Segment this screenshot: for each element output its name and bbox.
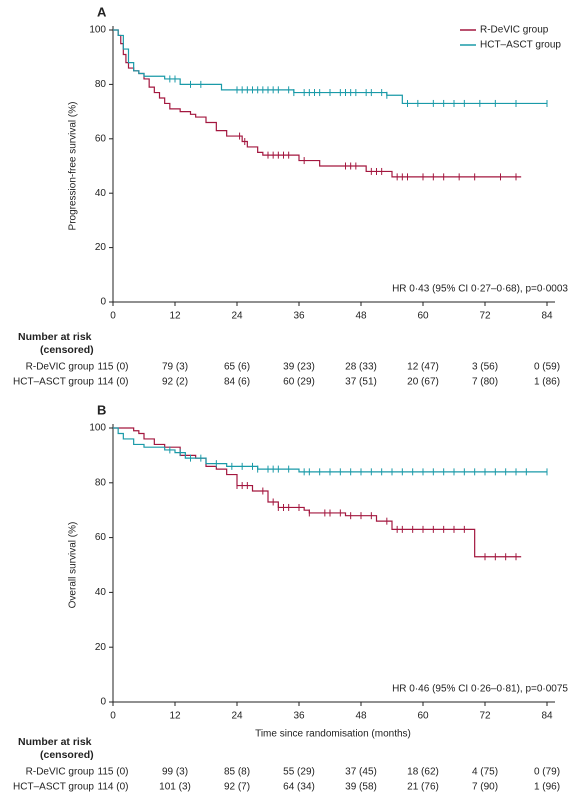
x-tick-label: 48 xyxy=(355,711,367,722)
risk-value: 20 (67) xyxy=(407,377,439,388)
y-axis-label: Progression-free survival (%) xyxy=(68,102,79,231)
annotation: HR 0·46 (95% CI 0·26–0·81), p=0·0075 xyxy=(392,684,568,695)
risk-table-title: (censored) xyxy=(40,344,94,356)
x-tick-label: 72 xyxy=(479,711,491,722)
x-tick-label: 72 xyxy=(479,311,491,322)
x-tick-label: 24 xyxy=(231,311,243,322)
risk-value: 18 (62) xyxy=(407,767,439,778)
y-tick-label: 0 xyxy=(100,697,106,708)
y-tick-label: 40 xyxy=(95,188,107,199)
risk-value: 115 (0) xyxy=(98,767,129,778)
x-tick-label: 12 xyxy=(169,711,181,722)
y-tick-label: 40 xyxy=(95,587,107,598)
risk-row-label: R-DeVIC group xyxy=(26,362,95,373)
y-tick-label: 0 xyxy=(100,297,106,308)
y-tick-label: 100 xyxy=(89,25,106,36)
risk-value: 37 (51) xyxy=(345,377,377,388)
y-tick-label: 80 xyxy=(95,79,107,90)
y-tick-label: 80 xyxy=(95,477,107,488)
risk-row-label: R-DeVIC group xyxy=(26,767,95,778)
x-tick-label: 84 xyxy=(541,711,553,722)
risk-value: 0 (59) xyxy=(534,362,560,373)
risk-table-title: Number at risk xyxy=(18,736,92,748)
x-tick-label: 24 xyxy=(231,711,243,722)
risk-value: 65 (6) xyxy=(224,362,250,373)
risk-value: 115 (0) xyxy=(98,362,129,373)
risk-value: 64 (34) xyxy=(283,782,315,793)
x-axis-label: Time since randomisation (months) xyxy=(255,729,411,740)
risk-table-title: Number at risk xyxy=(18,331,92,343)
y-axis-label: Overall survival (%) xyxy=(68,522,79,609)
annotation: HR 0·43 (95% CI 0·27–0·68), p=0·0003 xyxy=(392,284,568,295)
survival-curve xyxy=(113,427,547,473)
x-tick-label: 48 xyxy=(355,311,367,322)
risk-table-title: (censored) xyxy=(40,749,94,761)
y-tick-label: 20 xyxy=(95,242,107,253)
risk-value: 28 (33) xyxy=(345,362,377,373)
risk-value: 12 (47) xyxy=(407,362,439,373)
risk-value: 0 (79) xyxy=(534,767,560,778)
risk-value: 37 (45) xyxy=(345,767,377,778)
risk-value: 39 (23) xyxy=(283,362,315,373)
risk-row-label: HCT–ASCT group xyxy=(13,782,94,793)
risk-value: 7 (90) xyxy=(472,782,498,793)
legend-label: HCT–ASCT group xyxy=(480,40,561,51)
x-tick-label: 60 xyxy=(417,311,429,322)
panel-label: B xyxy=(97,402,106,417)
y-tick-label: 20 xyxy=(95,642,107,653)
risk-value: 3 (56) xyxy=(472,362,498,373)
risk-value: 99 (3) xyxy=(162,767,188,778)
risk-value: 1 (86) xyxy=(534,377,560,388)
x-tick-label: 36 xyxy=(293,311,305,322)
risk-value: 39 (58) xyxy=(345,782,377,793)
risk-value: 60 (29) xyxy=(283,377,315,388)
risk-value: 55 (29) xyxy=(283,767,315,778)
risk-value: 84 (6) xyxy=(224,377,250,388)
risk-value: 7 (80) xyxy=(472,377,498,388)
x-tick-label: 60 xyxy=(417,711,429,722)
panel-label: A xyxy=(97,4,107,19)
x-tick-label: 36 xyxy=(293,711,305,722)
risk-value: 85 (8) xyxy=(224,767,250,778)
risk-value: 114 (0) xyxy=(98,782,129,793)
risk-value: 79 (3) xyxy=(162,362,188,373)
risk-row-label: HCT–ASCT group xyxy=(13,377,94,388)
x-tick-label: 0 xyxy=(110,311,116,322)
survival-curve xyxy=(113,427,522,558)
risk-value: 92 (2) xyxy=(162,377,188,388)
x-tick-label: 0 xyxy=(110,711,116,722)
risk-value: 4 (75) xyxy=(472,767,498,778)
risk-value: 92 (7) xyxy=(224,782,250,793)
risk-value: 114 (0) xyxy=(98,377,129,388)
y-tick-label: 60 xyxy=(95,532,107,543)
legend-label: R-DeVIC group xyxy=(480,25,549,36)
y-tick-label: 100 xyxy=(89,423,106,434)
risk-value: 1 (96) xyxy=(534,782,560,793)
y-tick-label: 60 xyxy=(95,133,107,144)
risk-value: 21 (76) xyxy=(407,782,439,793)
x-tick-label: 84 xyxy=(541,311,553,322)
risk-value: 101 (3) xyxy=(159,782,191,793)
x-tick-label: 12 xyxy=(169,311,181,322)
survival-curve xyxy=(113,29,522,178)
